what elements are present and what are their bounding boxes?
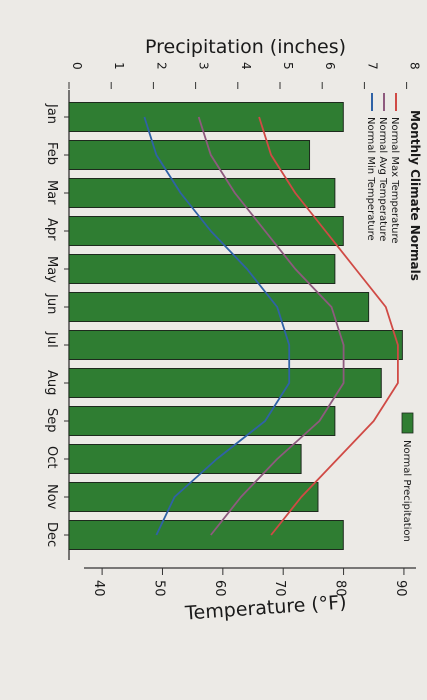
temp-line-normal-min-temperature [143, 116, 291, 536]
precip-bar [68, 178, 336, 208]
legend-label: Normal Min Temperature [365, 117, 376, 241]
precip-bar [68, 140, 311, 170]
precipitation-legend: Normal Precipitation [401, 412, 414, 542]
month-label: Oct [44, 446, 59, 468]
month-label: Jan [44, 103, 59, 124]
precip-tick-label: 5 [281, 62, 295, 70]
temp-line-normal-avg-temperature [197, 116, 345, 536]
month-label: Apr [44, 218, 59, 241]
month-label: Jun [44, 293, 59, 314]
plot-area: 0 1 2 3 4 5 6 7 8 Jan Feb Mar Apr May Jun Jul Aug Sep Oct N… [44, 62, 422, 597]
temp-tick-label: 40 [91, 580, 106, 597]
precip-bar [68, 102, 344, 132]
temp-axis-label: Temperature (°F) [183, 591, 347, 624]
month-label: Mar [44, 180, 59, 205]
precip-bar [68, 368, 382, 398]
month-label: May [44, 256, 59, 283]
temp-tick-label: 70 [272, 580, 287, 597]
temp-tick-label: 60 [212, 580, 227, 597]
precip-bar [68, 482, 319, 512]
precip-bar [68, 216, 344, 246]
temp-tick-label: 80 [333, 580, 348, 597]
precip-tick-label: 4 [239, 62, 253, 70]
temp-tick-label: 90 [393, 580, 408, 597]
month-label: Feb [44, 142, 59, 165]
month-label: Jul [44, 331, 59, 348]
precip-axis-label: Precipitation (inches) [145, 36, 346, 58]
precip-bar [68, 406, 336, 436]
month-label: Aug [44, 370, 59, 395]
temp-line-normal-max-temperature [258, 116, 399, 536]
chart-title: Monthly Climate Normals [408, 110, 422, 281]
precip-tick-label: 0 [70, 62, 84, 70]
legend-label-precip: Normal Precipitation [401, 440, 412, 542]
precip-bar [68, 444, 302, 474]
precip-bar [68, 330, 403, 360]
legend-label: Normal Avg Temperature [377, 117, 388, 241]
month-label: Dec [44, 522, 59, 547]
precip-bar [68, 254, 336, 284]
precip-tick-label: 2 [154, 62, 168, 70]
legend-swatch-bar [401, 412, 414, 434]
month-label: Nov [44, 484, 59, 510]
precip-bar [68, 292, 370, 322]
precip-tick-label: 7 [365, 62, 379, 70]
precip-tick-label: 1 [112, 62, 126, 70]
precip-tick-label: 8 [408, 62, 422, 70]
precip-tick-label: 6 [323, 62, 337, 70]
legend-label: Normal Max Temperature [389, 117, 400, 244]
precip-bar [68, 520, 344, 550]
precip-tick-label: 3 [197, 62, 211, 70]
month-label: Sep [44, 408, 59, 433]
temp-tick-label: 50 [151, 580, 166, 597]
